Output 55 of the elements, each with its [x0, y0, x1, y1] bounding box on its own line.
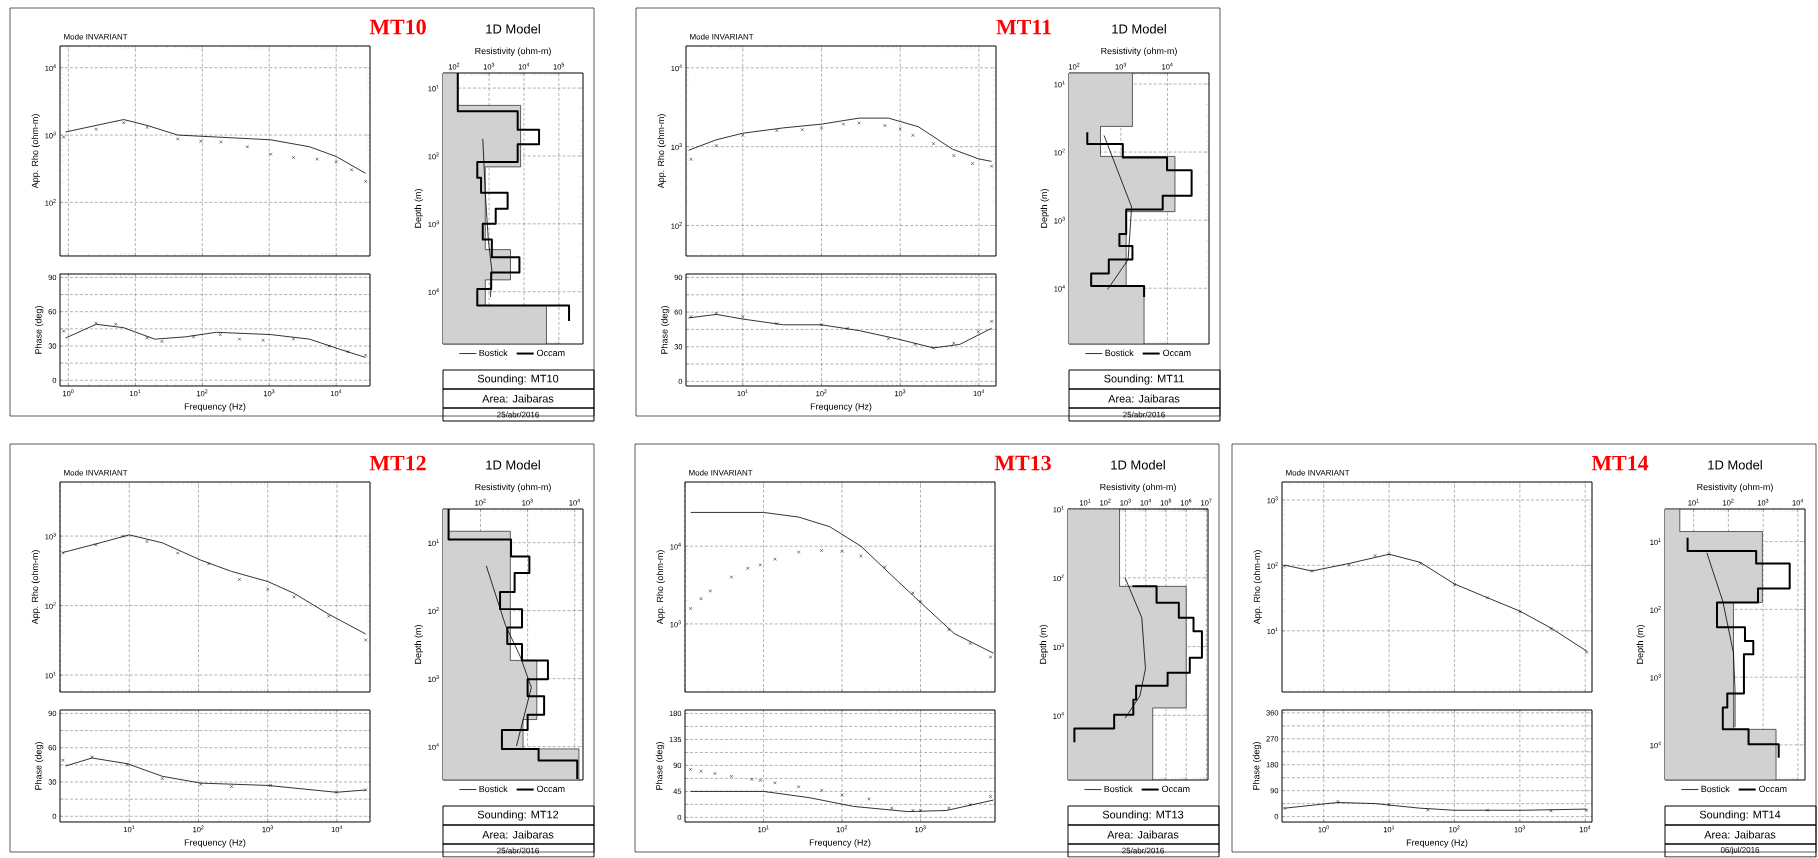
x-axis-title: Resistivity (ohm-m): [1100, 483, 1176, 493]
y-axis-title: Phase (deg): [34, 306, 44, 354]
legend-label: Bostick: [479, 349, 508, 357]
y-axis-title: Phase (deg): [34, 742, 44, 790]
text: MT13: [994, 455, 1051, 471]
x-axis-title: Frequency (Hz): [184, 403, 246, 412]
y-axis-title: App. Rho (ohm-m): [31, 550, 40, 625]
legend-label: Occam: [1162, 785, 1190, 793]
x-axis-title: Resistivity (ohm-m): [475, 483, 551, 493]
text: MT14: [1591, 456, 1649, 471]
y-axis-title: Depth (m): [1039, 625, 1048, 664]
x-axis-title: Frequency (Hz): [809, 839, 871, 848]
y-axis-title: App. Rho (ohm-m): [1253, 550, 1262, 625]
text: MT12: [369, 455, 426, 471]
chart-title: 1D Model: [486, 460, 540, 470]
y-axis-title: App. Rho (ohm-m): [656, 550, 665, 625]
chart-title: 1D Model: [1112, 24, 1166, 34]
x-axis-title: Frequency (Hz): [1406, 839, 1468, 848]
y-axis-title: App. Rho (ohm-m): [657, 114, 666, 189]
legend-label: Bostick: [1701, 785, 1730, 793]
legend-label: Bostick: [1105, 349, 1134, 357]
legend-label: Occam: [537, 349, 565, 357]
text: Area: Jaibaras: [1704, 830, 1776, 839]
text: Sounding: MT12: [477, 810, 559, 821]
y-axis-title: Depth (m): [1040, 189, 1049, 228]
chart-title: 1D Model: [1111, 460, 1165, 470]
legend-label: Bostick: [1104, 785, 1133, 793]
chart-title: 1D Model: [486, 24, 540, 34]
chart-title: 1D Model: [1708, 460, 1762, 470]
y-axis-title: Depth (m): [414, 189, 423, 228]
x-axis-title: Resistivity (ohm-m): [1101, 47, 1177, 57]
text: Area: Jaibaras: [1107, 830, 1179, 839]
text: Area: Jaibaras: [482, 394, 554, 403]
text: Sounding: MT11: [1104, 374, 1184, 385]
x-axis-title: Resistivity (ohm-m): [475, 47, 551, 57]
y-axis-title: Depth (m): [1636, 625, 1645, 664]
text: MT10: [369, 19, 426, 35]
legend-label: Occam: [537, 785, 565, 793]
text: Area: Jaibaras: [482, 830, 554, 839]
x-axis-title: Frequency (Hz): [184, 839, 246, 848]
text: Sounding: MT14: [1699, 810, 1781, 821]
y-axis-title: Phase (deg): [660, 306, 670, 354]
x-axis-title: Resistivity (ohm-m): [1697, 483, 1773, 493]
y-axis-title: Depth (m): [414, 625, 423, 664]
legend-label: Occam: [1759, 785, 1787, 793]
text: Area: Jaibaras: [1108, 394, 1180, 403]
text: MT11: [996, 20, 1051, 35]
y-axis-title: Phase (deg): [655, 742, 665, 790]
x-axis-title: Frequency (Hz): [810, 403, 872, 412]
text: Sounding: MT10: [477, 374, 559, 385]
legend-label: Bostick: [479, 785, 508, 793]
y-axis-title: Phase (deg): [1252, 742, 1262, 790]
legend-label: Occam: [1163, 349, 1191, 357]
y-axis-title: App. Rho (ohm-m): [31, 114, 40, 189]
text: Sounding: MT13: [1102, 810, 1184, 821]
